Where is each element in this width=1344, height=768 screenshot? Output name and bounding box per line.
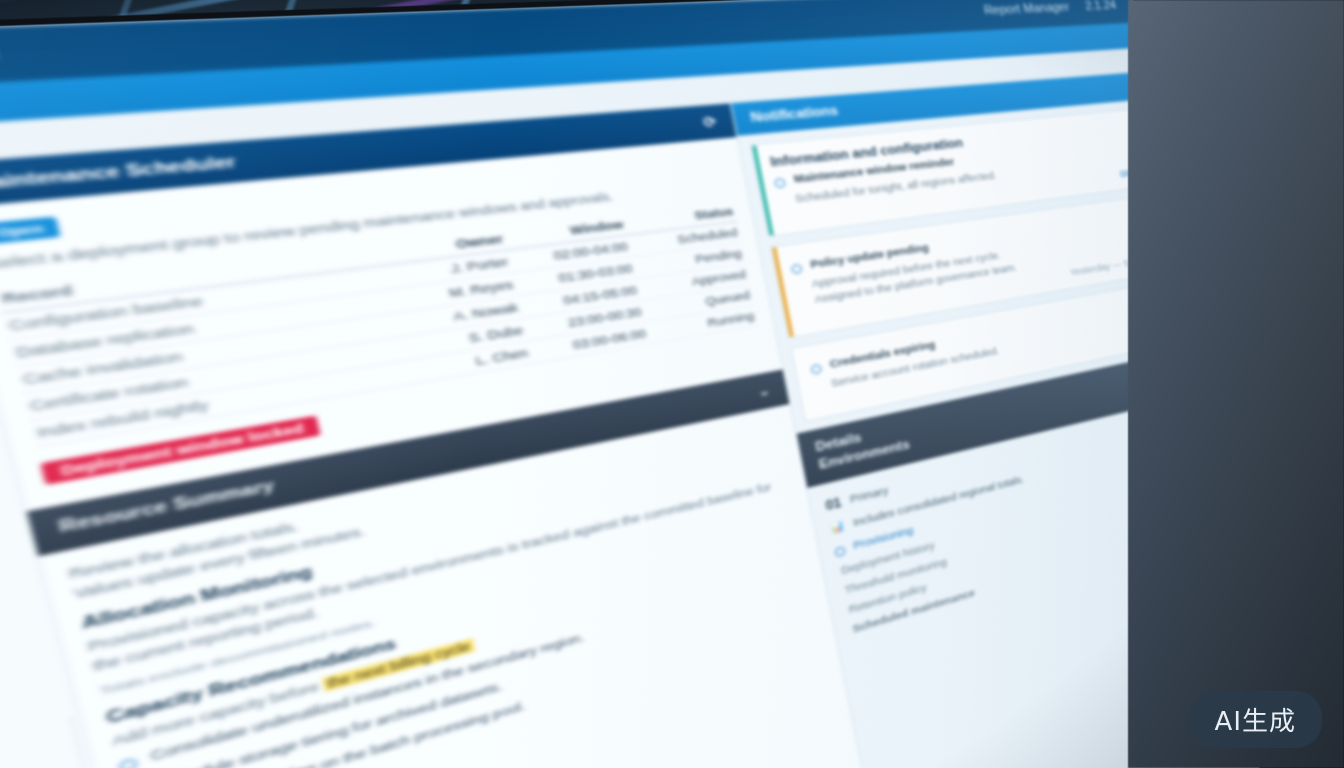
notifications-title: Notifications [749, 103, 840, 126]
ai-watermark: AI生成 [1188, 691, 1322, 748]
display-screen: Enterprise Console Overview Workspace Re… [0, 0, 1261, 768]
bullet-dot-icon [118, 757, 139, 768]
bullet-dot-icon [773, 177, 787, 189]
count-label: 01 [824, 495, 843, 514]
open-badge: Open [0, 216, 62, 245]
chart-icon: 📊 [829, 519, 846, 535]
bullet-dot-icon [790, 262, 803, 275]
dashboard-ui: Enterprise Console Overview Workspace Re… [0, 0, 1261, 768]
report-manager-link[interactable]: Report Manager [982, 0, 1071, 18]
bullet-dot-icon [834, 545, 846, 558]
refresh-icon[interactable]: ⟳ [702, 114, 719, 132]
version-label: 2.1.24 [1084, 0, 1118, 14]
activity-title: Recent Activity [0, 734, 55, 768]
right-wall [1128, 0, 1344, 768]
bullet-dot-icon [810, 362, 823, 375]
chevron-down-icon[interactable]: ⌄ [756, 382, 772, 400]
wall-display: Enterprise Console Overview Workspace Re… [0, 0, 1265, 768]
dashboard-body: Filters Status Active Region All Owner T… [0, 71, 1261, 768]
